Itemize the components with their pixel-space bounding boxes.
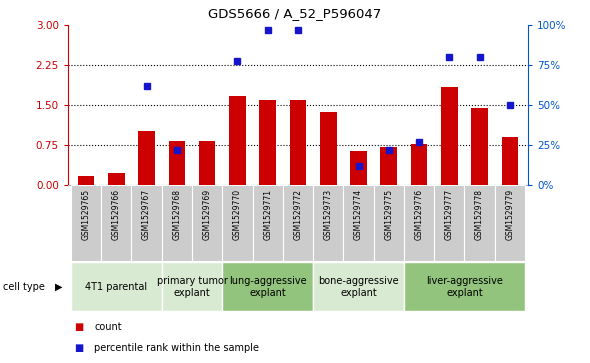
- Text: GSM1529769: GSM1529769: [202, 189, 212, 240]
- Text: GSM1529775: GSM1529775: [384, 189, 394, 240]
- Bar: [199, 141, 215, 185]
- Bar: [71, 185, 101, 261]
- Bar: [101, 185, 132, 261]
- Text: ■: ■: [74, 322, 83, 332]
- Text: GSM1529778: GSM1529778: [475, 189, 484, 240]
- Text: GDS5666 / A_52_P596047: GDS5666 / A_52_P596047: [208, 7, 382, 20]
- Text: GSM1529772: GSM1529772: [293, 189, 303, 240]
- Text: primary tumor
explant: primary tumor explant: [156, 276, 227, 298]
- Bar: [192, 185, 222, 261]
- Bar: [381, 147, 397, 185]
- Bar: [350, 151, 367, 185]
- Bar: [162, 185, 192, 261]
- Bar: [441, 87, 458, 185]
- Bar: [404, 185, 434, 261]
- Text: GSM1529773: GSM1529773: [324, 189, 333, 240]
- Bar: [320, 112, 336, 185]
- Bar: [404, 262, 525, 311]
- Bar: [78, 176, 94, 185]
- Bar: [229, 96, 245, 185]
- Bar: [71, 262, 162, 311]
- Bar: [290, 100, 306, 185]
- Text: bone-aggressive
explant: bone-aggressive explant: [318, 276, 399, 298]
- Bar: [464, 185, 495, 261]
- Bar: [260, 100, 276, 185]
- Text: count: count: [94, 322, 122, 332]
- Text: GSM1529774: GSM1529774: [354, 189, 363, 240]
- Text: liver-aggressive
explant: liver-aggressive explant: [426, 276, 503, 298]
- Bar: [313, 262, 404, 311]
- Text: percentile rank within the sample: percentile rank within the sample: [94, 343, 260, 354]
- Bar: [283, 185, 313, 261]
- Text: GSM1529766: GSM1529766: [112, 189, 121, 240]
- Bar: [471, 108, 488, 185]
- Bar: [222, 185, 253, 261]
- Bar: [162, 262, 222, 311]
- Bar: [222, 262, 313, 311]
- Text: lung-aggressive
explant: lung-aggressive explant: [229, 276, 306, 298]
- Bar: [169, 141, 185, 185]
- Bar: [495, 185, 525, 261]
- Text: 4T1 parental: 4T1 parental: [85, 282, 148, 292]
- Text: GSM1529765: GSM1529765: [81, 189, 90, 240]
- Text: GSM1529779: GSM1529779: [506, 189, 514, 240]
- Bar: [253, 185, 283, 261]
- Bar: [313, 185, 343, 261]
- Bar: [343, 185, 373, 261]
- Text: GSM1529768: GSM1529768: [172, 189, 181, 240]
- Text: GSM1529770: GSM1529770: [233, 189, 242, 240]
- Bar: [373, 185, 404, 261]
- Text: GSM1529771: GSM1529771: [263, 189, 272, 240]
- Text: ■: ■: [74, 343, 83, 354]
- Bar: [411, 144, 427, 185]
- Text: cell type: cell type: [3, 282, 45, 292]
- Bar: [132, 185, 162, 261]
- Text: GSM1529767: GSM1529767: [142, 189, 151, 240]
- Bar: [108, 174, 124, 185]
- Text: ▶: ▶: [55, 282, 63, 292]
- Text: GSM1529776: GSM1529776: [415, 189, 424, 240]
- Text: GSM1529777: GSM1529777: [445, 189, 454, 240]
- Bar: [138, 131, 155, 185]
- Bar: [502, 137, 518, 185]
- Bar: [434, 185, 464, 261]
